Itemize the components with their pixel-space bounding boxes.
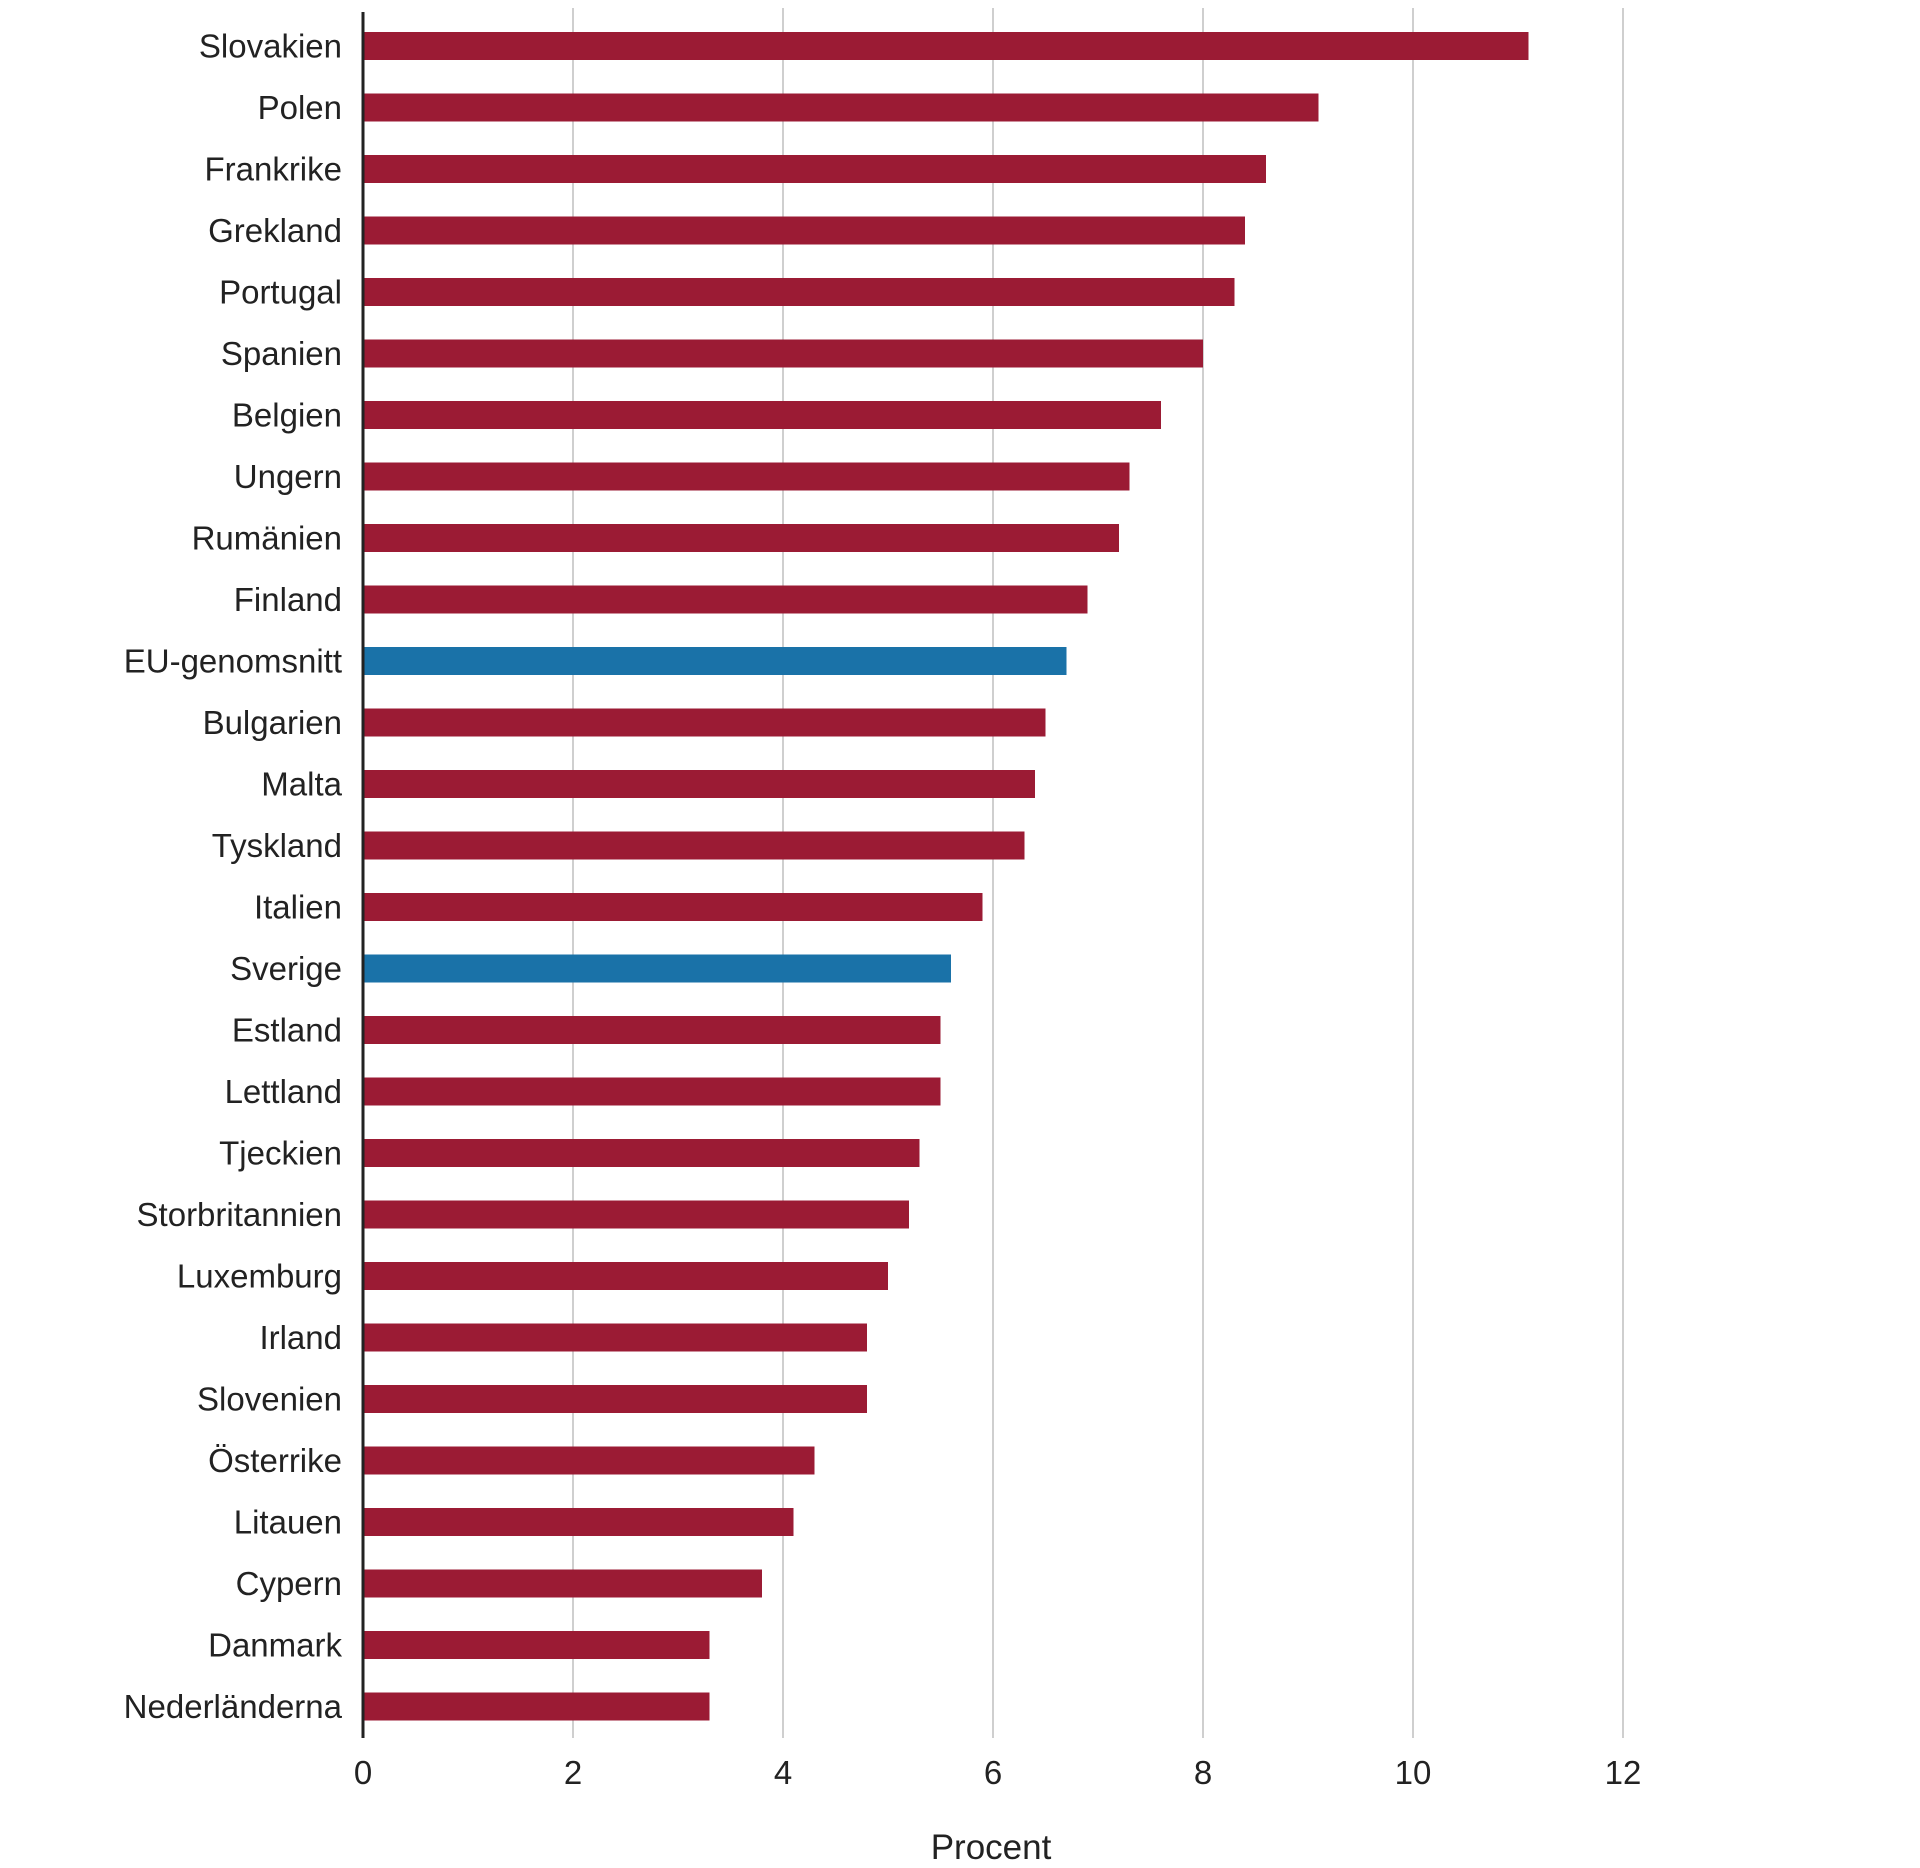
category-label: Portugal xyxy=(219,274,342,311)
x-axis-title: Procent xyxy=(931,1828,1052,1867)
bar-polen xyxy=(363,93,1319,122)
category-labels: Slovakien Polen Frankrike Grekland Portugal S… xyxy=(124,28,343,1726)
bar-belgien xyxy=(363,401,1161,429)
bar-cypern xyxy=(363,1569,762,1598)
bar-eu-genomsnitt xyxy=(363,647,1067,675)
x-tick-label: 4 xyxy=(774,1754,792,1791)
bar-grekland xyxy=(363,216,1245,245)
category-label: Bulgarien xyxy=(203,704,342,741)
bar-rumänien xyxy=(363,524,1119,552)
x-tick-label: 6 xyxy=(984,1754,1002,1791)
bar-luxemburg xyxy=(363,1262,888,1290)
category-label: Slovakien xyxy=(199,28,342,65)
bar-nederländerna xyxy=(363,1692,710,1721)
bar-litauen xyxy=(363,1508,794,1536)
bar-finland xyxy=(363,585,1088,614)
category-label: Tjeckien xyxy=(219,1135,342,1172)
x-tick-labels: 0 2 4 6 8 10 12 xyxy=(354,1754,1642,1791)
category-label: Tyskland xyxy=(212,827,342,864)
category-label: Finland xyxy=(234,581,342,618)
category-label: Ungern xyxy=(234,458,342,495)
bar-bulgarien xyxy=(363,708,1046,737)
category-label: Österrike xyxy=(208,1442,342,1479)
bar-slovakien xyxy=(363,32,1529,60)
bar-ungern xyxy=(363,462,1130,491)
x-tick-label: 2 xyxy=(564,1754,582,1791)
bar-frankrike xyxy=(363,155,1266,183)
grid-lines xyxy=(572,8,1624,1738)
bar-spanien xyxy=(363,339,1203,368)
category-label: Lettland xyxy=(225,1073,342,1110)
category-label: Luxemburg xyxy=(177,1258,342,1295)
bar-tyskland xyxy=(363,831,1025,860)
category-label: Spanien xyxy=(221,335,342,372)
bars xyxy=(363,32,1529,1721)
category-label: Sverige xyxy=(230,950,342,987)
category-label: Storbritannien xyxy=(137,1196,342,1233)
category-label: Estland xyxy=(232,1012,342,1049)
bar-danmark xyxy=(363,1631,710,1659)
x-tick-label: 8 xyxy=(1194,1754,1212,1791)
category-label: Malta xyxy=(261,766,342,803)
category-label: Polen xyxy=(258,89,342,126)
x-tick-label: 12 xyxy=(1605,1754,1642,1791)
bar-irland xyxy=(363,1323,867,1352)
bar-tjeckien xyxy=(363,1139,920,1167)
category-label: Irland xyxy=(259,1319,342,1356)
category-label: Grekland xyxy=(208,212,342,249)
bar-sverige xyxy=(363,954,951,983)
bar-österrike xyxy=(363,1446,815,1475)
category-label: Litauen xyxy=(234,1504,342,1541)
bar-slovenien xyxy=(363,1385,867,1413)
bar-italien xyxy=(363,893,983,921)
category-label: Slovenien xyxy=(197,1381,342,1418)
x-tick-label: 0 xyxy=(354,1754,372,1791)
x-tick-label: 10 xyxy=(1395,1754,1432,1791)
bar-storbritannien xyxy=(363,1200,909,1229)
bar-estland xyxy=(363,1016,941,1044)
category-label: Belgien xyxy=(232,397,342,434)
category-label: Frankrike xyxy=(204,151,342,188)
bar-malta xyxy=(363,770,1035,798)
category-label: Nederländerna xyxy=(124,1688,343,1725)
category-label: Rumänien xyxy=(192,520,342,557)
category-label: Danmark xyxy=(208,1627,342,1664)
category-label: EU-genomsnitt xyxy=(124,643,342,680)
bar-portugal xyxy=(363,278,1235,306)
category-label: Cypern xyxy=(236,1565,342,1602)
category-label: Italien xyxy=(254,889,342,926)
bar-lettland xyxy=(363,1077,941,1106)
